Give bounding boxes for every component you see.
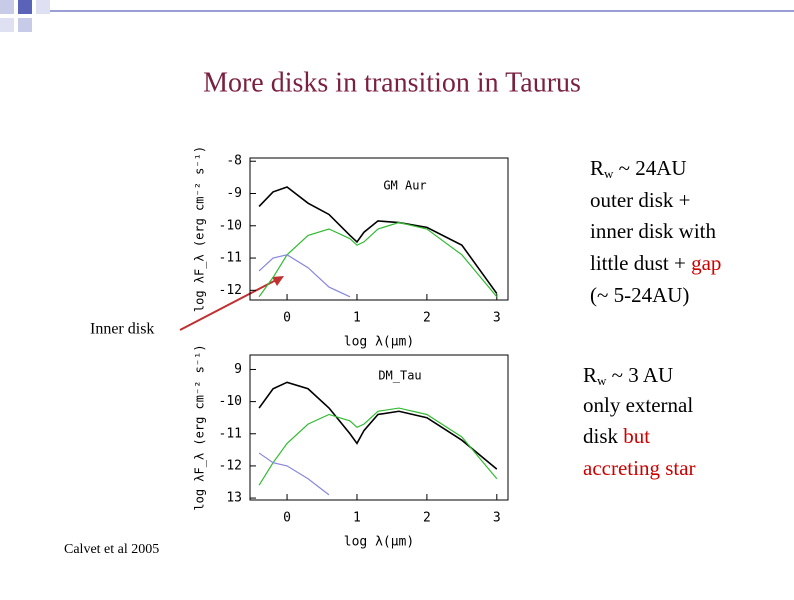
slide-title: More disks in transition in Taurus bbox=[203, 67, 581, 98]
chart: 0 1 2 3 -8 -9 -10 -11 -12 log λ(μm) log λF_λ (erg … bbox=[193, 146, 509, 350]
caption: Calvet et al 2005 bbox=[64, 542, 159, 557]
y-axis-label: log λF_λ (erg cm⁻² s⁻¹) bbox=[193, 344, 207, 510]
note-line: only external bbox=[583, 393, 693, 417]
series-line bbox=[258, 381, 498, 470]
x-tick-label: 1 bbox=[353, 311, 361, 326]
chart-label: DM_Tau bbox=[378, 369, 421, 383]
note-1: Rw ~ 24AU outer disk + inner disk with l… bbox=[590, 156, 721, 307]
x-axis-label: log λ(μm) bbox=[344, 335, 414, 350]
chart-label: GM Aur bbox=[383, 179, 426, 193]
note-line: (~ 5-24AU) bbox=[590, 283, 689, 307]
x-tick-label: 0 bbox=[283, 511, 291, 526]
y-tick-label: -8 bbox=[226, 154, 242, 169]
note-line: disk but bbox=[583, 424, 650, 448]
y-tick-label: 9 bbox=[234, 362, 242, 377]
y-tick-label: -11 bbox=[219, 251, 242, 266]
x-axis-label: log λ(μm) bbox=[344, 535, 414, 550]
y-axis-label: log λF_λ (erg cm⁻² s⁻¹) bbox=[193, 146, 207, 312]
y-tick-label: -12 bbox=[219, 458, 242, 473]
y-tick-label: 13 bbox=[226, 491, 242, 506]
y-tick-label: -9 bbox=[226, 186, 242, 201]
series-line bbox=[258, 452, 330, 496]
note-2: Rw ~ 3 AU only external disk but accreti… bbox=[583, 363, 696, 480]
note-line: inner disk with bbox=[590, 219, 716, 243]
note-heading: Rw ~ 24AU bbox=[590, 156, 687, 181]
chart: 0 1 2 3 9 -10 -11 -12 13 log λ(μm) log λF_λ (erg c… bbox=[193, 344, 509, 550]
series-line bbox=[258, 254, 351, 298]
note-line: outer disk + bbox=[590, 188, 691, 212]
series-line bbox=[258, 186, 498, 295]
arrow bbox=[179, 277, 281, 331]
x-tick-label: 1 bbox=[353, 511, 361, 526]
x-tick-label: 3 bbox=[493, 511, 501, 526]
note-line: accreting star bbox=[583, 456, 696, 480]
y-tick-label: -10 bbox=[219, 218, 242, 233]
plot-frame bbox=[249, 354, 509, 501]
inner-disk-label: Inner disk bbox=[90, 321, 154, 338]
arrow-head bbox=[272, 276, 284, 286]
y-tick-label: -12 bbox=[219, 283, 242, 298]
note-line: little dust + gap bbox=[590, 251, 721, 275]
plot-frame bbox=[249, 157, 509, 301]
x-tick-label: 0 bbox=[283, 311, 291, 326]
x-tick-label: 2 bbox=[423, 311, 431, 326]
x-tick-label: 2 bbox=[423, 511, 431, 526]
decoration bbox=[0, 0, 794, 32]
note-heading: Rw ~ 3 AU bbox=[583, 363, 673, 388]
y-tick-label: -10 bbox=[219, 394, 242, 409]
y-tick-label: -11 bbox=[219, 426, 242, 441]
x-tick-label: 3 bbox=[493, 311, 501, 326]
series-line bbox=[258, 407, 498, 486]
